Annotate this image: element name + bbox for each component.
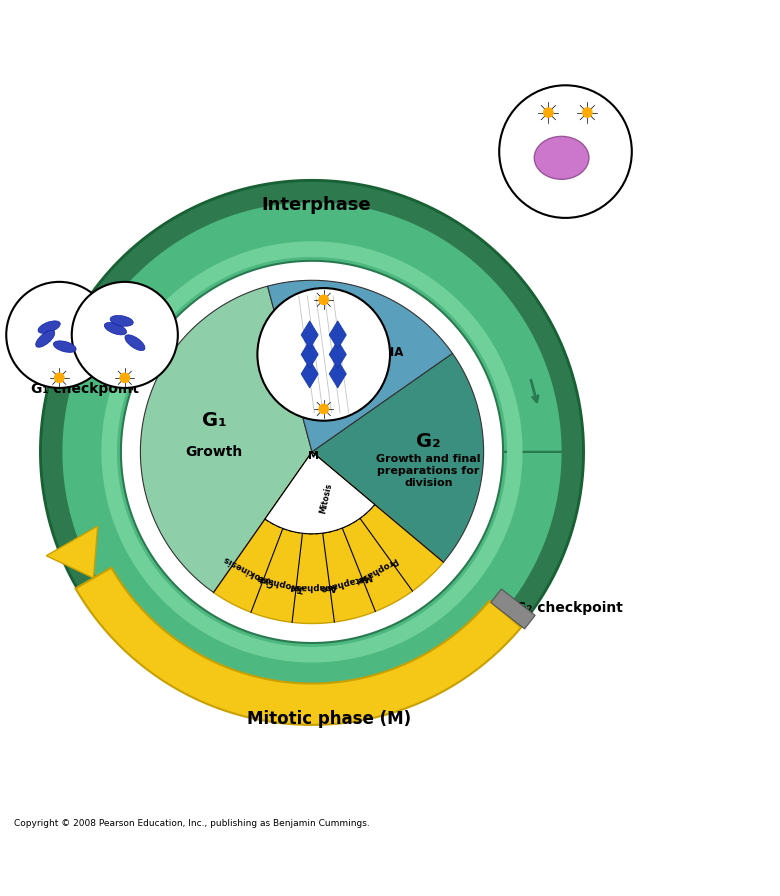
Text: Mitotic phase (M): Mitotic phase (M)	[247, 710, 411, 728]
Polygon shape	[76, 568, 521, 725]
Polygon shape	[140, 286, 312, 592]
Polygon shape	[101, 241, 523, 662]
Text: Interphase: Interphase	[261, 195, 370, 213]
Ellipse shape	[36, 331, 55, 348]
Text: G₁ checkpoint: G₁ checkpoint	[31, 383, 139, 397]
FancyBboxPatch shape	[491, 589, 535, 629]
Text: G₂: G₂	[417, 432, 441, 451]
Text: M: M	[308, 451, 319, 461]
Polygon shape	[265, 452, 374, 534]
Text: Growth and final
preparations for
division: Growth and final preparations for divisi…	[376, 454, 480, 487]
Ellipse shape	[38, 321, 60, 333]
Circle shape	[72, 282, 178, 388]
Circle shape	[120, 373, 129, 383]
Circle shape	[319, 404, 328, 414]
Circle shape	[257, 289, 390, 421]
Polygon shape	[214, 452, 444, 624]
Text: Metaphase: Metaphase	[319, 571, 373, 593]
Polygon shape	[39, 179, 585, 725]
Polygon shape	[46, 526, 98, 578]
Ellipse shape	[534, 136, 589, 179]
Text: Anaphase: Anaphase	[289, 582, 337, 591]
Circle shape	[583, 108, 592, 117]
Polygon shape	[43, 183, 581, 721]
Text: Mitosis: Mitosis	[318, 483, 334, 515]
Text: S: S	[342, 323, 356, 342]
Text: Cytokinesis: Cytokinesis	[222, 554, 276, 588]
Text: Telophase: Telophase	[255, 573, 305, 593]
Text: Copyright © 2008 Pearson Education, Inc., publishing as Benjamin Cummings.: Copyright © 2008 Pearson Education, Inc.…	[14, 820, 370, 829]
Text: Prophase: Prophase	[354, 555, 399, 585]
Polygon shape	[43, 183, 581, 721]
Circle shape	[319, 295, 328, 305]
Text: G₁: G₁	[201, 411, 226, 430]
Polygon shape	[301, 321, 318, 349]
Ellipse shape	[53, 340, 76, 352]
Polygon shape	[329, 340, 346, 368]
Polygon shape	[268, 280, 452, 452]
Polygon shape	[301, 360, 318, 388]
Ellipse shape	[110, 315, 133, 326]
FancyBboxPatch shape	[77, 294, 115, 340]
Polygon shape	[312, 354, 484, 562]
Text: G₂ checkpoint: G₂ checkpoint	[515, 601, 622, 615]
Circle shape	[544, 108, 553, 117]
Polygon shape	[329, 321, 346, 349]
Ellipse shape	[105, 323, 126, 335]
Text: Growth and DNA
synthesis: Growth and DNA synthesis	[293, 346, 403, 374]
Polygon shape	[329, 360, 346, 388]
Ellipse shape	[125, 335, 145, 350]
Text: Growth: Growth	[186, 444, 243, 459]
Circle shape	[6, 282, 112, 388]
Circle shape	[499, 85, 632, 218]
Circle shape	[55, 373, 64, 383]
Polygon shape	[301, 340, 318, 368]
